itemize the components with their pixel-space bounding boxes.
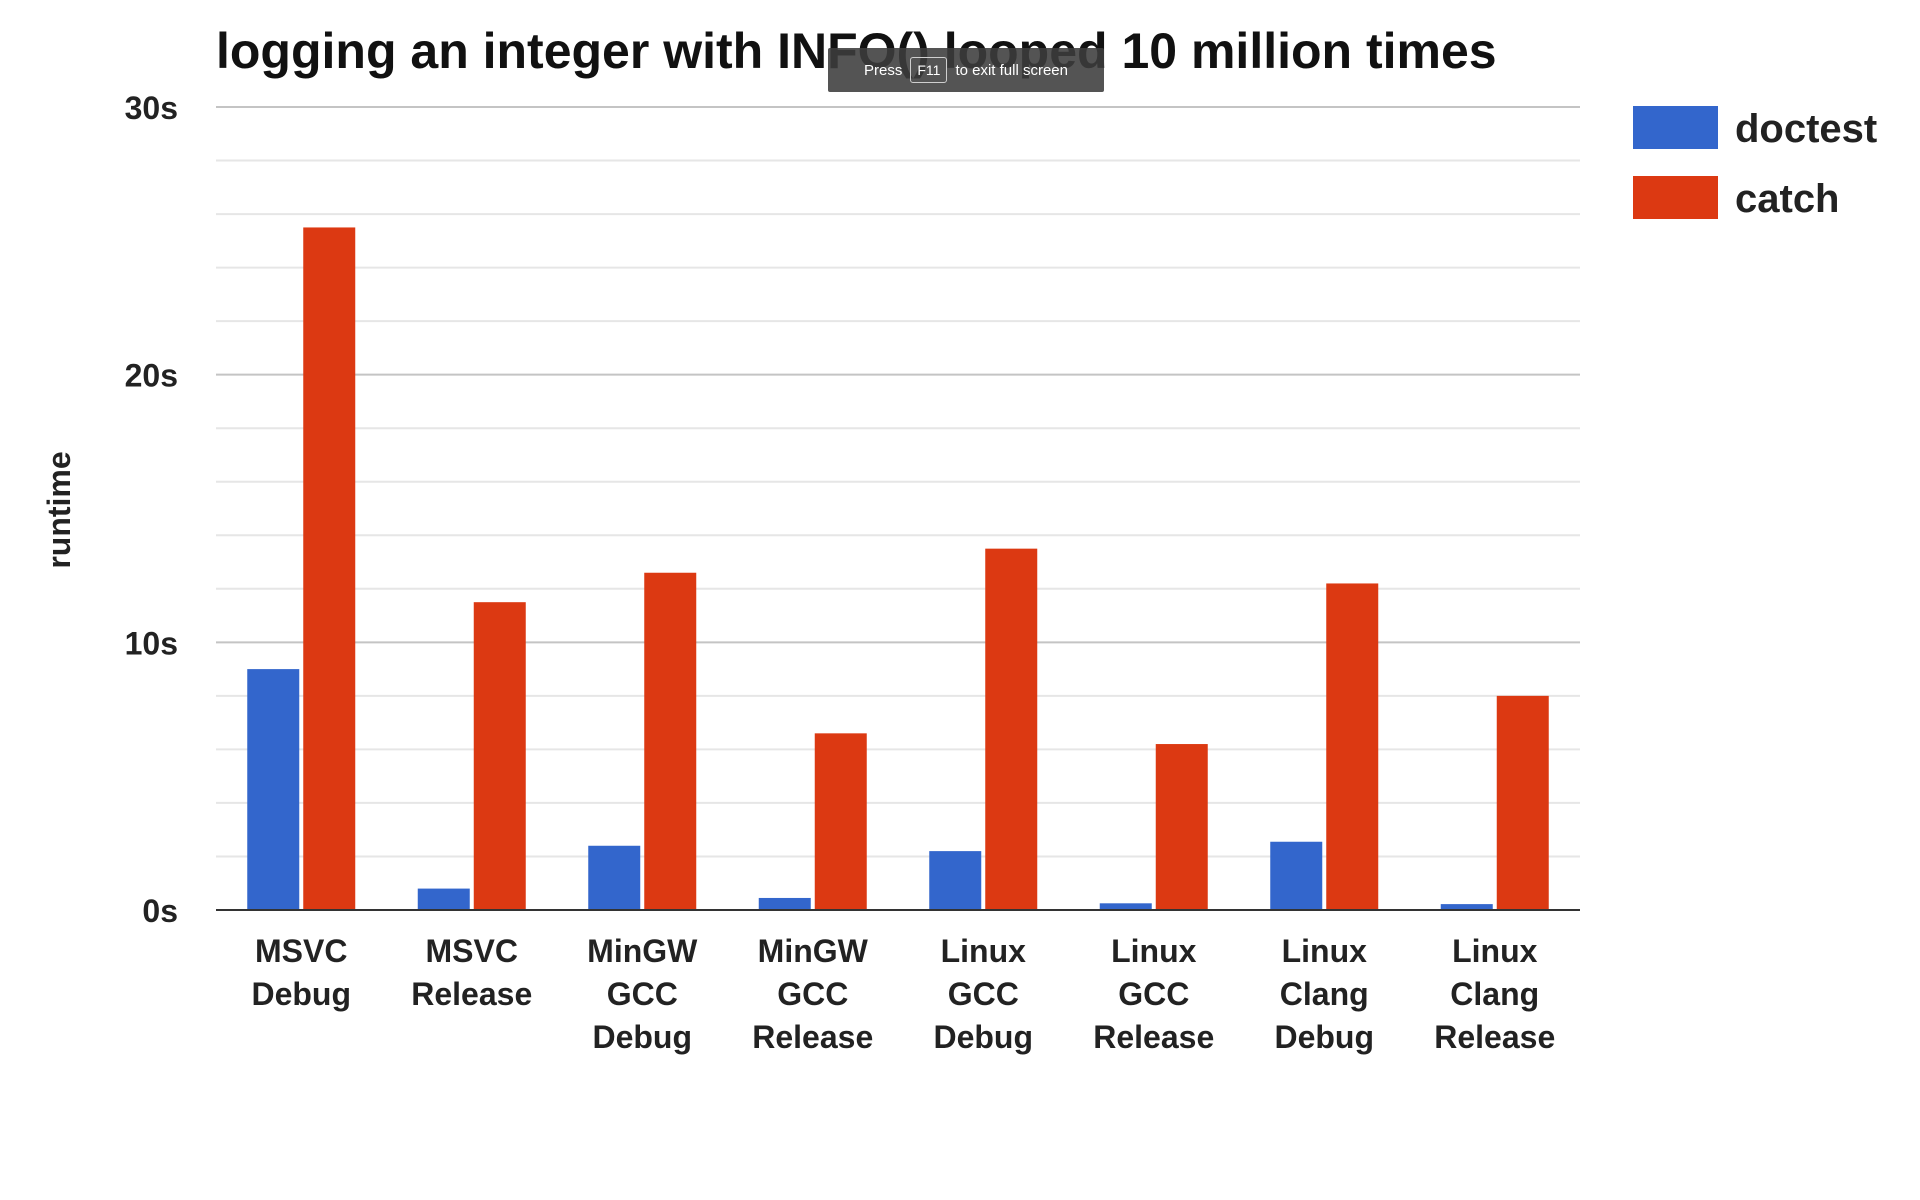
f11-key-badge: F11 <box>910 57 948 83</box>
legend-swatch-catch <box>1633 176 1718 219</box>
toast-message: to exit full screen <box>955 61 1068 79</box>
y-tick-label: 30s <box>125 90 178 126</box>
x-category-label: MSVC Release <box>411 933 532 1012</box>
bar-catch <box>1155 744 1208 910</box>
legend-label-catch: catch <box>1735 177 1840 221</box>
bar-doctest <box>417 888 470 910</box>
x-category-label: Linux GCC Release <box>1093 933 1214 1055</box>
bar-catch <box>303 227 356 910</box>
x-category-label: MSVC Debug <box>251 933 351 1012</box>
bar-doctest <box>1099 903 1152 910</box>
bar-doctest <box>929 851 982 910</box>
x-category-label: Linux GCC Debug <box>933 933 1033 1055</box>
x-category-label: Linux Clang Debug <box>1274 933 1374 1055</box>
x-category-label: MinGW GCC Release <box>752 933 873 1055</box>
x-axis-labels: MSVC Debug MSVC Release MinGW GCC Debug MinGW GC… <box>251 933 1555 1055</box>
bars <box>247 227 1549 910</box>
bar-catch <box>1326 583 1379 910</box>
y-tick-label: 10s <box>125 625 178 661</box>
x-category-label: MinGW GCC Debug <box>587 933 698 1055</box>
bar-doctest <box>758 897 811 910</box>
y-tick-label: 0s <box>142 893 178 929</box>
y-tick-label: 20s <box>125 358 178 394</box>
bar-catch <box>985 548 1038 910</box>
bar-catch <box>644 572 697 910</box>
grid-lines <box>216 106 1580 858</box>
y-axis-ticks: 0s 10s 20s 30s <box>125 90 178 929</box>
legend-swatch-doctest <box>1633 106 1718 149</box>
bar-doctest <box>1270 841 1323 910</box>
fullscreen-toast: Press F11 to exit full screen <box>828 48 1104 92</box>
bar-doctest <box>588 845 641 910</box>
legend-label-doctest: doctest <box>1735 107 1877 151</box>
bar-catch <box>1496 695 1549 910</box>
x-category-label: Linux Clang Release <box>1434 933 1555 1055</box>
bar-catch <box>473 602 526 910</box>
toast-press-text: Press <box>864 61 903 79</box>
legend: doctest catch <box>1633 106 1877 221</box>
y-axis-title: runtime <box>41 451 77 568</box>
bar-doctest <box>247 669 300 910</box>
bar-catch <box>814 733 867 910</box>
bar-doctest <box>1440 904 1493 910</box>
